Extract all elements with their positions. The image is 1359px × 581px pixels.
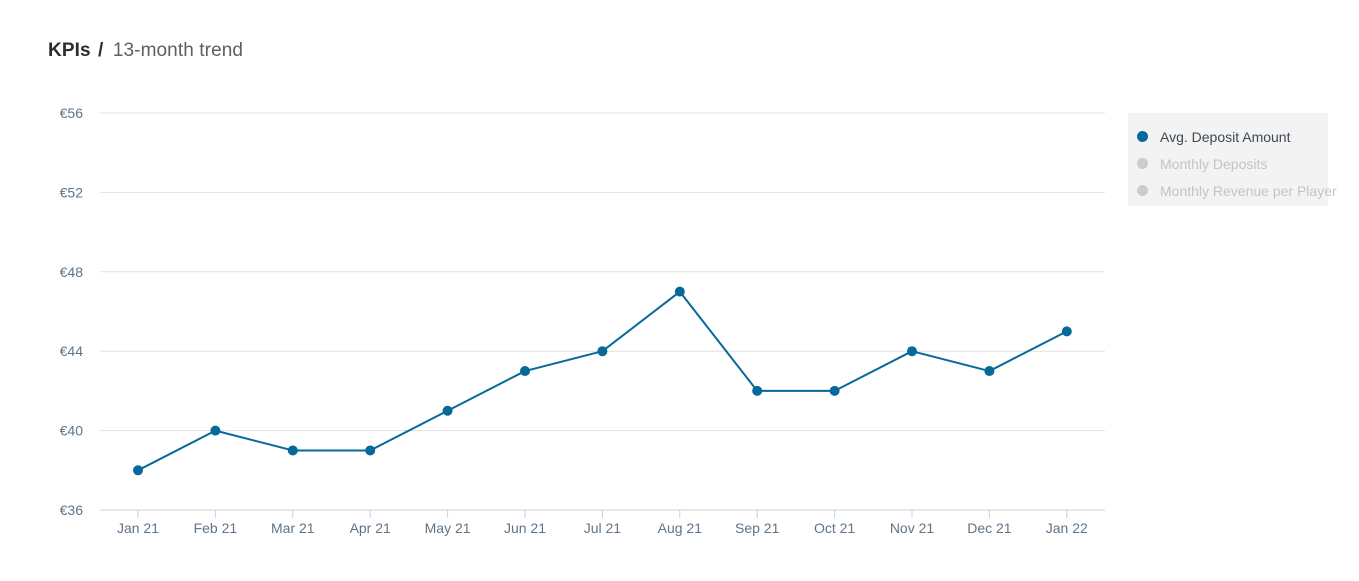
chart-title-separator: / bbox=[98, 40, 104, 61]
x-tick-label-jul-21: Jul 21 bbox=[584, 520, 622, 536]
data-point-apr-21[interactable] bbox=[365, 445, 376, 456]
y-tick-label-40: €40 bbox=[60, 423, 84, 439]
data-point-jul-21[interactable] bbox=[597, 346, 608, 357]
y-axis-labels: €36 €40 €44 €48 €52 €56 bbox=[60, 105, 84, 518]
data-point-dec-21[interactable] bbox=[984, 366, 995, 377]
y-tick-label-44: €44 bbox=[60, 343, 84, 359]
legend-label-monthly-deposits: Monthly Deposits bbox=[1160, 155, 1268, 172]
x-tick-label-dec-21: Dec 21 bbox=[967, 520, 1012, 536]
legend-item-avg-deposit-amount[interactable]: Avg. Deposit Amount bbox=[1128, 123, 1328, 150]
x-tick-label-apr-21: Apr 21 bbox=[350, 520, 391, 536]
y-tick-label-36: €36 bbox=[60, 502, 84, 518]
data-point-aug-21[interactable] bbox=[674, 286, 685, 297]
x-tick-label-aug-21: Aug 21 bbox=[658, 520, 703, 536]
x-axis-labels: Jan 21 Feb 21 Mar 21 Apr 21 May 21 Jun 21 Jul … bbox=[117, 520, 1088, 536]
data-point-jun-21[interactable] bbox=[520, 366, 530, 377]
legend-label-monthly-revenue-per-player: Monthly Revenue per Player bbox=[1160, 182, 1337, 199]
x-tick-label-nov-21: Nov 21 bbox=[890, 520, 935, 536]
legend-dot-avg-deposit-amount bbox=[1137, 131, 1148, 142]
x-tick-label-oct-21: Oct 21 bbox=[814, 520, 855, 536]
x-tick-label-mar-21: Mar 21 bbox=[271, 520, 315, 536]
x-axis bbox=[100, 509, 1105, 518]
data-point-may-21[interactable] bbox=[442, 405, 453, 416]
x-tick-label-may-21: May 21 bbox=[425, 520, 471, 536]
data-point-jan-21[interactable] bbox=[133, 465, 143, 476]
series-avg-deposit-amount bbox=[133, 286, 1072, 476]
data-point-mar-21[interactable] bbox=[287, 445, 298, 456]
legend-label-avg-deposit-amount: Avg. Deposit Amount bbox=[1160, 128, 1291, 145]
gridlines bbox=[100, 112, 1105, 432]
y-tick-label-56: €56 bbox=[60, 105, 84, 121]
chart-title-bold: KPIs bbox=[48, 40, 91, 61]
chart-title-subtitle: 13-month trend bbox=[112, 40, 244, 61]
legend-dot-monthly-revenue-per-player bbox=[1137, 185, 1148, 196]
y-tick-label-52: €52 bbox=[60, 184, 84, 200]
data-point-jan-22[interactable] bbox=[1061, 326, 1072, 337]
chart-title: KPIs / 13-month trend bbox=[48, 40, 243, 62]
legend-item-monthly-revenue-per-player[interactable]: Monthly Revenue per Player bbox=[1128, 177, 1337, 204]
x-tick-label-feb-21: Feb 21 bbox=[194, 520, 238, 536]
data-point-feb-21[interactable] bbox=[210, 425, 221, 436]
data-point-oct-21[interactable] bbox=[829, 385, 840, 396]
legend-item-monthly-deposits[interactable]: Monthly Deposits bbox=[1128, 150, 1328, 177]
legend-dot-monthly-deposits bbox=[1137, 158, 1148, 169]
x-tick-label-jan-21: Jan 21 bbox=[117, 520, 159, 536]
data-point-sep-21[interactable] bbox=[752, 385, 763, 396]
x-tick-label-jan-22: Jan 22 bbox=[1046, 520, 1088, 536]
data-point-nov-21[interactable] bbox=[907, 346, 917, 357]
legend: Avg. Deposit Amount Monthly Deposits Mon… bbox=[1128, 113, 1337, 206]
x-tick-label-jun-21: Jun 21 bbox=[504, 520, 546, 536]
y-tick-label-48: €48 bbox=[60, 264, 84, 280]
series-line-avg-deposit-amount bbox=[137, 290, 1068, 472]
x-tick-label-sep-21: Sep 21 bbox=[735, 520, 780, 536]
